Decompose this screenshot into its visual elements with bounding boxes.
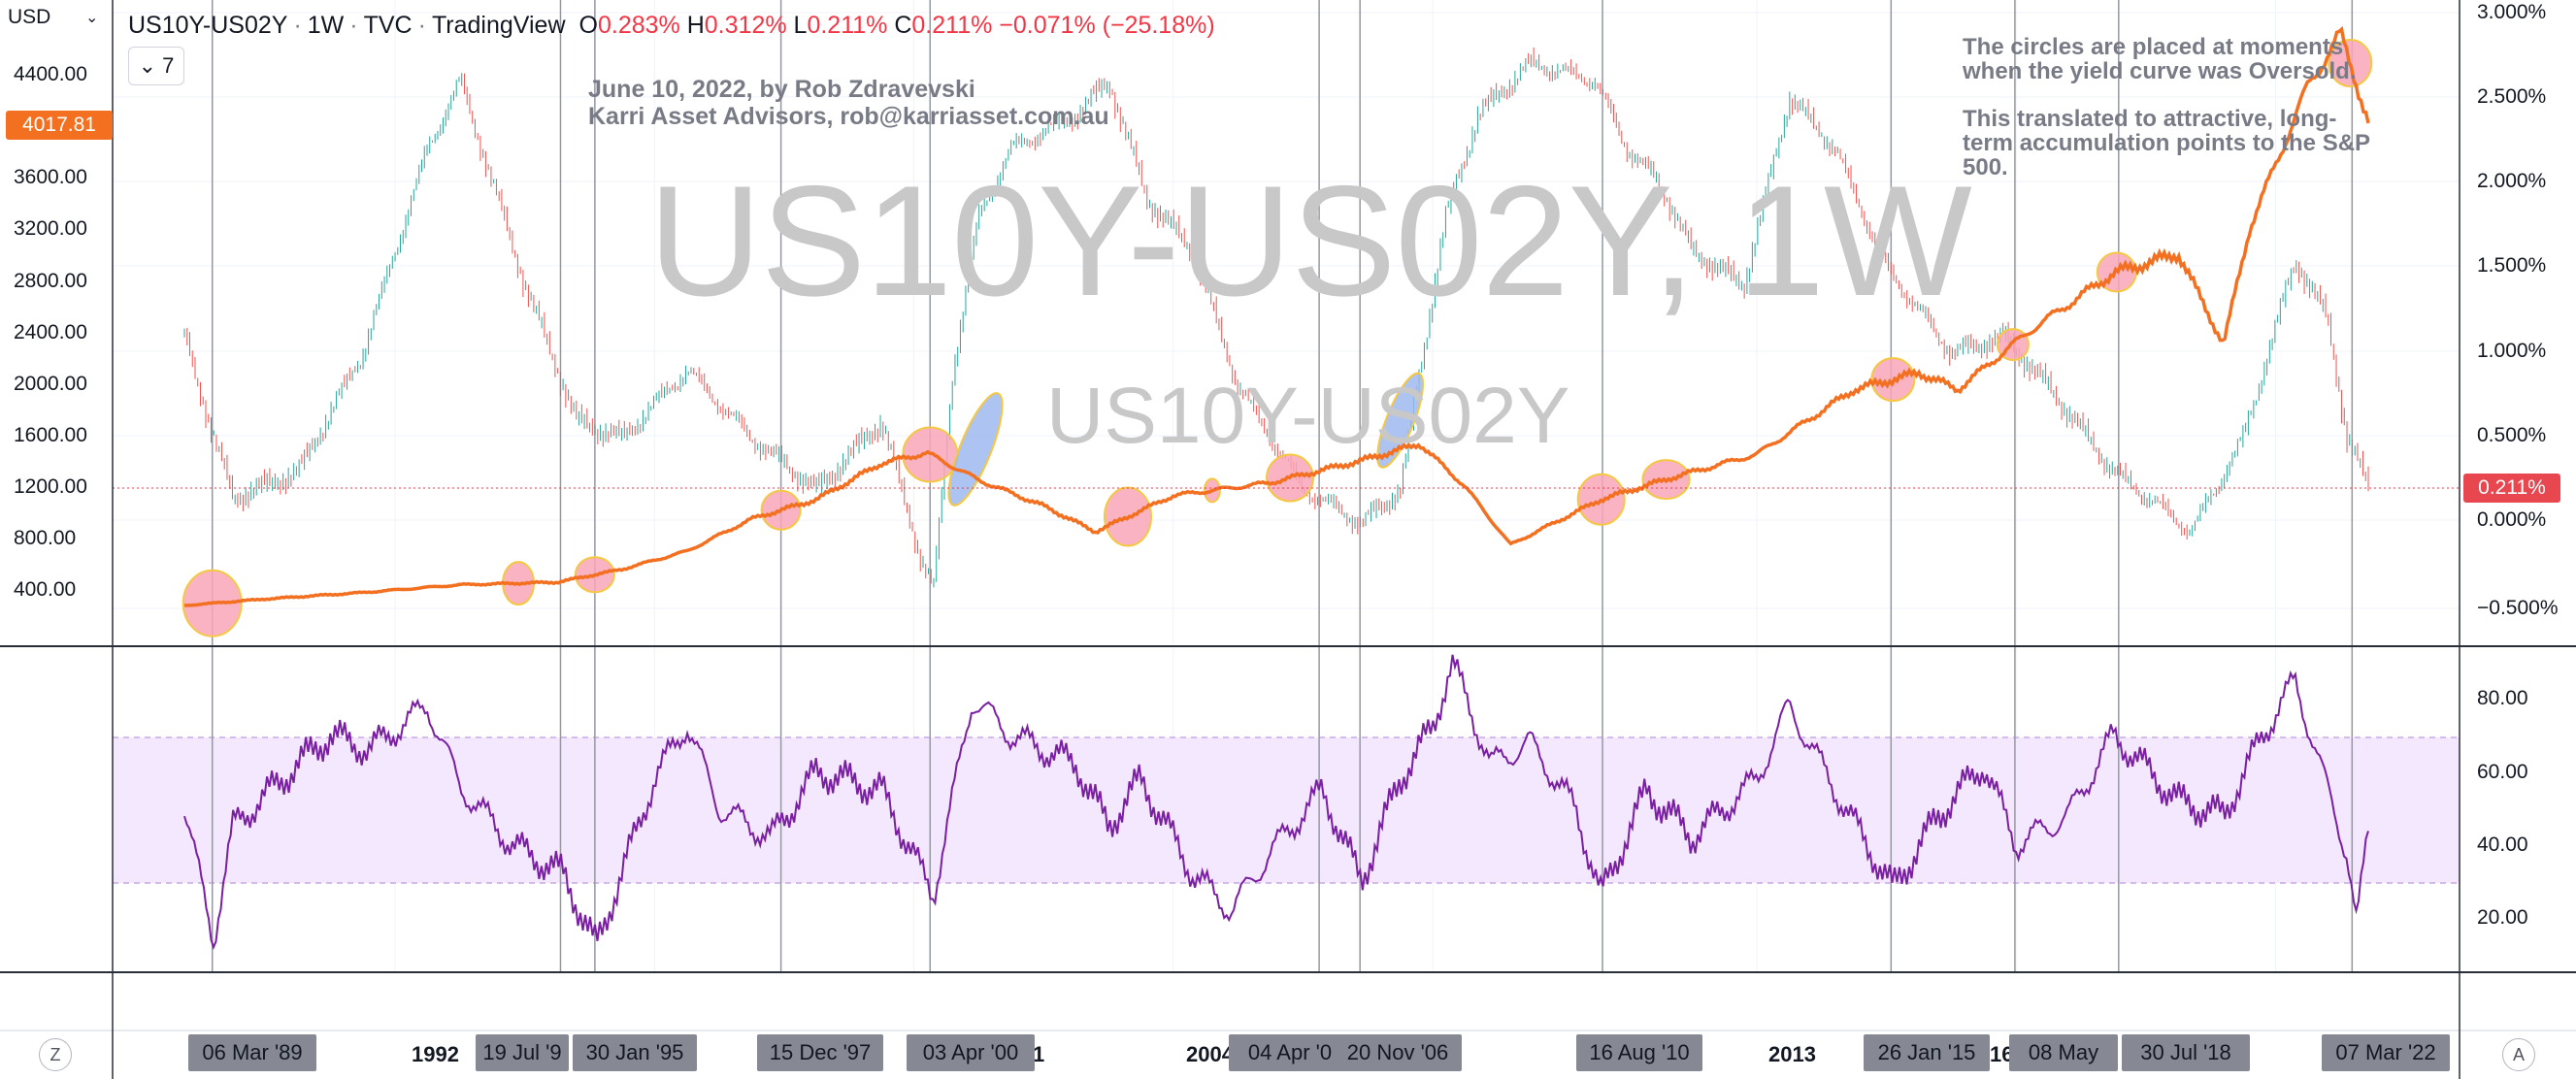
close-value: 0.211%	[911, 12, 993, 39]
auto-scale-button[interactable]: A	[2502, 1038, 2535, 1071]
zoom-button[interactable]: Z	[39, 1038, 72, 1071]
date-tag: 30 Jul '18	[2122, 1034, 2250, 1071]
year-label: 2004	[1186, 1042, 1234, 1066]
rsi-tick-label: 60.00	[2477, 761, 2528, 783]
rsi-band	[113, 737, 2460, 883]
watermark-large: US10Y-US02Y, 1W	[648, 153, 1972, 329]
year-label: 1992	[412, 1042, 459, 1066]
right-tick-label: 2.500%	[2477, 85, 2547, 108]
left-tick-label: 4400.00	[14, 63, 87, 85]
currency-label[interactable]: USD	[8, 6, 51, 28]
year-label: 2013	[1768, 1042, 1816, 1066]
rsi-tick-label: 40.00	[2477, 834, 2528, 856]
exchange-label: TVC	[363, 12, 413, 39]
last-yield-tag: 0.211%	[2463, 474, 2560, 503]
date-tag: 07 Mar '22	[2322, 1034, 2450, 1071]
price-tag: 4017.81	[6, 111, 113, 140]
left-tick-label: 1600.00	[14, 424, 87, 446]
left-tick-label: 2000.00	[14, 373, 87, 395]
high-value: 0.312%	[704, 12, 787, 39]
byline-line-1: June 10, 2022, by Rob Zdravevski	[588, 76, 975, 103]
interval-label[interactable]: 1W	[307, 12, 345, 39]
date-tag: 03 Apr '00	[907, 1034, 1035, 1071]
right-tick-label: 1.500%	[2477, 254, 2547, 277]
right-tick-label: −0.500%	[2477, 597, 2559, 619]
symbol-name[interactable]: US10Y-US02Y	[128, 12, 288, 39]
date-tag: 19 Jul '9	[476, 1034, 569, 1071]
indicators-toggle-button[interactable]: ⌄ 7	[128, 47, 184, 85]
right-tick-label: 0.000%	[2477, 508, 2547, 531]
right-tick-label: 2.000%	[2477, 170, 2547, 192]
right-tick-label: 1.000%	[2477, 340, 2547, 362]
blue-marker-0	[947, 392, 1004, 507]
oversold-note: The circles are placed at moments when t…	[1963, 35, 2370, 203]
date-tag: 06 Mar '89	[188, 1034, 316, 1071]
date-tag: 30 Jan '95	[573, 1034, 697, 1071]
date-tag: 04 Apr '0	[1229, 1034, 1351, 1071]
symbol-header: US10Y-US02Y · 1W · TVC · TradingView O0.…	[128, 12, 1215, 39]
date-tag: 15 Dec '97	[757, 1034, 883, 1071]
open-value: 0.283%	[597, 12, 680, 39]
byline-line-2: Karri Asset Advisors, rob@karriasset.com…	[588, 103, 1109, 130]
rsi-tick-label: 20.00	[2477, 906, 2528, 929]
note-para-2: This translated to attractive, long-term…	[1963, 106, 2370, 180]
chevron-down-icon: ⌄	[138, 53, 157, 78]
rsi-tick-label: 80.00	[2477, 687, 2528, 709]
low-value: 0.211%	[807, 12, 888, 39]
watermark-small: US10Y-US02Y	[1046, 372, 1570, 460]
indicator-count: 7	[162, 53, 175, 78]
ohlc-values: O0.283% H0.312% L0.211% C0.211% −0.071% …	[578, 12, 1215, 39]
left-tick-label: 400.00	[14, 578, 77, 601]
date-tag: 26 Jan '15	[1864, 1034, 1990, 1071]
change-value: −0.071% (−25.18%)	[999, 12, 1215, 39]
sp500-line	[183, 25, 2370, 607]
right-tick-label: 3.000%	[2477, 1, 2547, 23]
date-tag: 16 Aug '10	[1576, 1034, 1702, 1071]
note-para-1: The circles are placed at moments when t…	[1963, 34, 2357, 84]
partial-tick-label: 1	[1033, 1042, 1045, 1066]
date-tag: 08 May	[2009, 1034, 2118, 1071]
blue-marker-1	[1376, 372, 1425, 469]
date-tag: 20 Nov '06	[1334, 1034, 1462, 1071]
left-tick-label: 2400.00	[14, 321, 87, 343]
rsi-line	[183, 654, 2369, 950]
chevron-down-icon[interactable]: ⌄	[85, 10, 99, 26]
right-tick-label: 0.500%	[2477, 424, 2547, 446]
left-tick-label: 1200.00	[14, 475, 87, 498]
source-label: TradingView	[431, 12, 566, 39]
author-byline: June 10, 2022, by Rob Zdravevski Karri A…	[588, 76, 1109, 130]
left-tick-label: 3600.00	[14, 166, 87, 188]
left-tick-label: 3200.00	[14, 217, 87, 240]
left-tick-label: 2800.00	[14, 270, 87, 292]
left-tick-label: 800.00	[14, 527, 77, 549]
